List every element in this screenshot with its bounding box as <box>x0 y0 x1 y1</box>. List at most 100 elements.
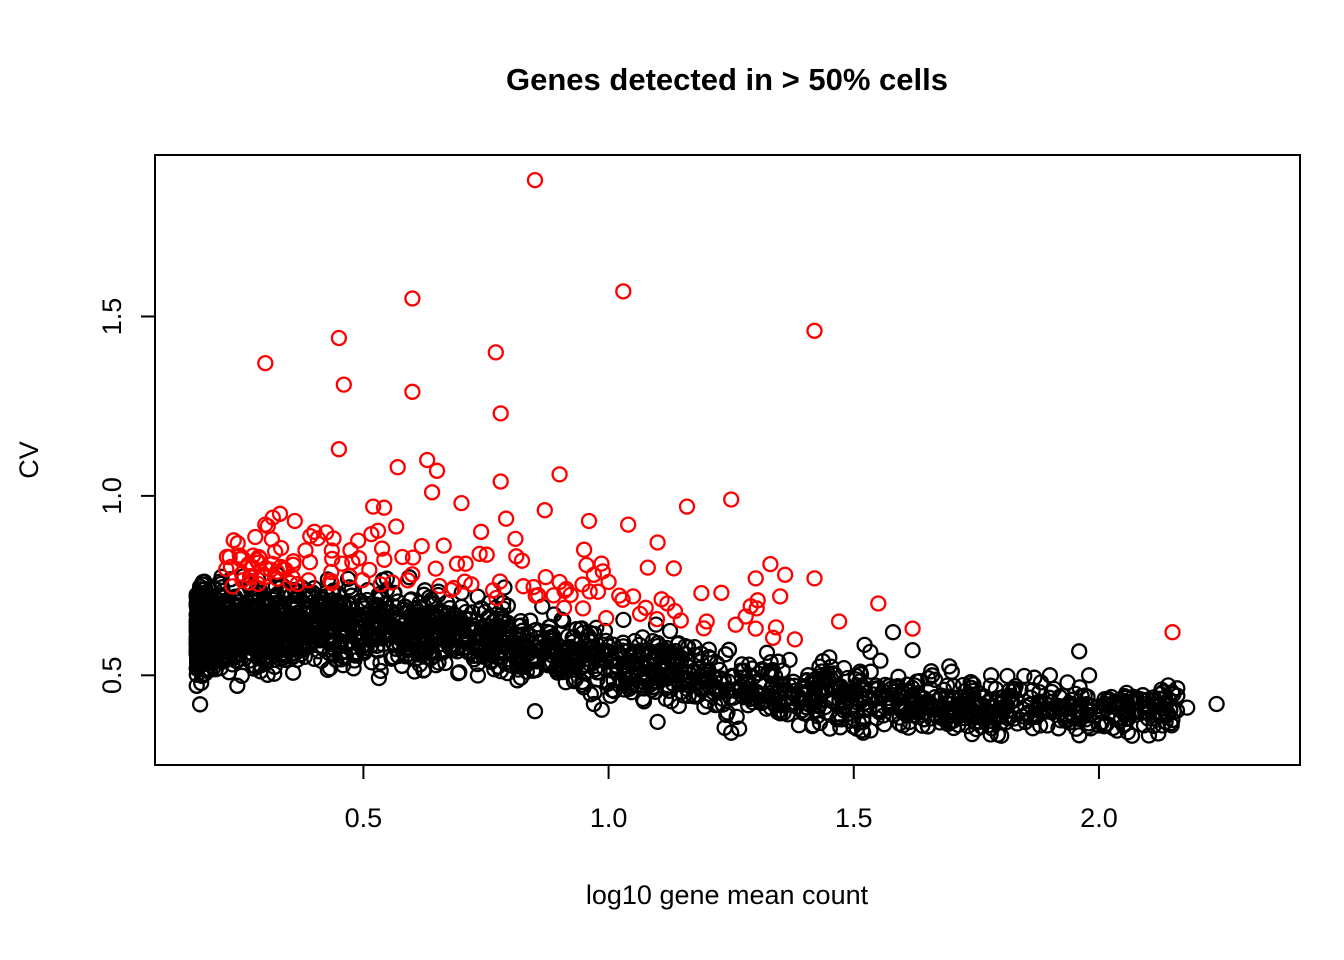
black-point <box>1150 725 1167 742</box>
black-point <box>285 598 303 615</box>
black-point <box>728 708 745 726</box>
black-point <box>372 654 389 671</box>
red-point <box>764 629 782 646</box>
black-point <box>493 606 510 624</box>
black-point <box>494 614 511 631</box>
black-point <box>476 603 494 621</box>
black-point <box>804 717 822 734</box>
red-point <box>786 631 804 648</box>
black-point <box>586 661 604 678</box>
black-point <box>1051 688 1068 705</box>
red-point <box>600 573 617 591</box>
black-point <box>319 599 337 617</box>
red-point <box>492 473 509 490</box>
black-point <box>285 647 302 664</box>
black-point <box>191 657 208 675</box>
black-point <box>369 642 386 659</box>
black-point <box>855 681 872 698</box>
black-point <box>349 631 367 649</box>
black-point <box>231 616 248 633</box>
red-point <box>1164 624 1181 641</box>
black-point <box>553 611 570 628</box>
red-point <box>225 532 242 549</box>
red-point <box>649 534 666 551</box>
black-point <box>663 693 680 710</box>
plot-box <box>154 154 1301 766</box>
black-point <box>856 636 873 654</box>
black-point <box>624 653 641 671</box>
y-axis-label: CV <box>14 441 44 479</box>
red-point <box>342 542 359 559</box>
black-point <box>309 630 326 647</box>
black-point <box>1155 700 1172 717</box>
black-point <box>937 689 954 706</box>
svg-text:1.5: 1.5 <box>97 298 127 336</box>
black-point <box>585 695 603 713</box>
red-point <box>581 583 598 600</box>
red-point <box>404 566 421 583</box>
black-point <box>369 637 386 654</box>
black-point <box>652 642 669 659</box>
black-point <box>755 692 772 709</box>
black-point <box>589 671 606 688</box>
black-point <box>631 636 648 654</box>
black-point <box>714 690 731 708</box>
red-point <box>257 354 274 372</box>
red-point <box>545 587 562 604</box>
red-point <box>747 620 764 637</box>
red-point <box>253 566 270 584</box>
black-point <box>708 655 726 672</box>
red-point <box>870 595 887 612</box>
red-point <box>536 502 553 519</box>
black-point <box>1103 688 1120 706</box>
black-point <box>313 652 330 670</box>
black-point <box>809 690 827 707</box>
black-point <box>604 681 621 699</box>
black-point <box>549 664 566 681</box>
black-point <box>1125 688 1142 705</box>
black-point <box>1024 682 1041 699</box>
red-point <box>325 530 342 547</box>
black-point <box>715 671 732 689</box>
red-point <box>333 555 351 572</box>
red-point <box>300 572 317 589</box>
black-point <box>1041 667 1059 684</box>
black-point <box>346 629 363 646</box>
black-point <box>845 718 862 735</box>
black-point <box>480 643 497 660</box>
svg-text:1.5: 1.5 <box>835 803 873 833</box>
black-point <box>274 633 291 651</box>
black-point <box>811 714 829 732</box>
red-point <box>457 555 474 572</box>
black-point <box>303 587 320 604</box>
svg-text:0.5: 0.5 <box>345 803 383 833</box>
black-point <box>413 644 430 661</box>
red-point <box>551 573 568 591</box>
black-point <box>796 677 813 695</box>
red-point <box>263 531 281 548</box>
black-point <box>737 680 755 698</box>
red-point <box>806 322 823 339</box>
black-point <box>1066 710 1083 727</box>
red-point <box>456 573 473 590</box>
black-point <box>994 702 1011 719</box>
black-point <box>1007 677 1024 695</box>
black-point <box>307 632 324 650</box>
black-point <box>1165 686 1182 703</box>
black-point <box>954 676 972 694</box>
red-point <box>767 619 785 636</box>
black-point <box>518 632 535 650</box>
black-point <box>649 713 666 731</box>
red-point <box>537 568 554 586</box>
red-point <box>648 610 666 628</box>
black-point <box>835 659 853 677</box>
red-point <box>388 518 405 535</box>
red-point <box>323 542 340 559</box>
black-point <box>457 603 475 621</box>
black-point <box>259 666 276 683</box>
red-point <box>419 451 436 469</box>
black-point <box>233 667 250 684</box>
red-point <box>575 541 593 558</box>
